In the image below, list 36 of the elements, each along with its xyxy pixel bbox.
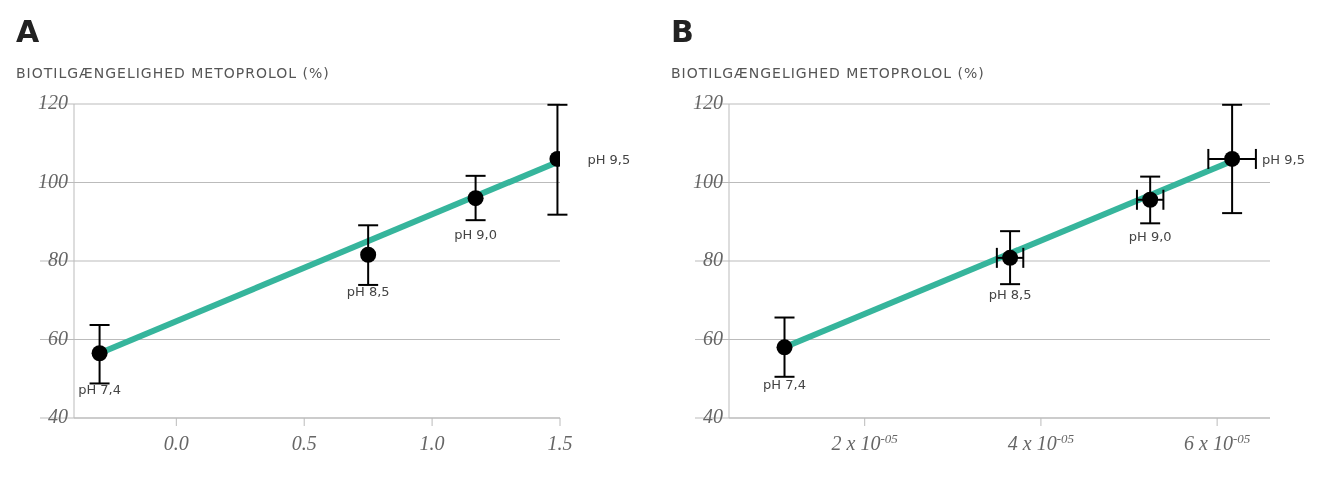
- x-tick-label: 6 x 10$^{-05}$: [1184, 430, 1251, 454]
- y-tick-label: 60: [703, 326, 723, 349]
- annotation: pH 7,4: [763, 376, 806, 392]
- annotation: pH 8,5: [988, 287, 1032, 303]
- x-tick-label: 0.5: [291, 432, 317, 454]
- annotation: pH 9,5: [1262, 151, 1305, 167]
- point: [776, 339, 793, 356]
- y-tick-label: 40: [48, 405, 68, 428]
- chart-title: A: [16, 14, 40, 49]
- annotation: pH 8,5: [346, 283, 390, 299]
- y-tick-label: 120: [693, 91, 723, 114]
- annotation: pH 7,4: [78, 382, 121, 398]
- y-tick-label: 60: [48, 326, 68, 349]
- point: [467, 190, 484, 207]
- y-tick-label: 80: [48, 248, 68, 271]
- point: [91, 345, 108, 362]
- y-tick-label: 120: [38, 91, 68, 114]
- x-tick-label: 4 x 10$^{-05}$: [1007, 430, 1075, 454]
- y-tick-label: 100: [693, 169, 723, 192]
- annotation: pH 9,0: [1128, 229, 1172, 244]
- y-axis-title: BIOTILGÆNGELIGHED METOPROLOL (%): [16, 65, 330, 81]
- annotation: pH 9,0: [454, 227, 498, 243]
- point: [1224, 150, 1241, 167]
- annotation: pH 9,5: [587, 151, 631, 167]
- x-tick-label: 2 x 10$^{-05}$: [831, 430, 899, 454]
- x-tick-label: 1.5: [547, 432, 573, 454]
- chart-title: B: [671, 14, 694, 49]
- x-tick-label: 1.0: [419, 432, 445, 454]
- y-axis-title: BIOTILGÆNGELIGHED METOPROLOL (%): [671, 65, 985, 81]
- x-tick-label: 0.0: [163, 432, 189, 454]
- point: [1002, 249, 1019, 266]
- y-tick-label: 80: [703, 248, 723, 271]
- y-tick-label: 40: [703, 405, 723, 428]
- point: [360, 246, 377, 263]
- y-tick-label: 100: [38, 169, 68, 192]
- point: [1142, 191, 1159, 208]
